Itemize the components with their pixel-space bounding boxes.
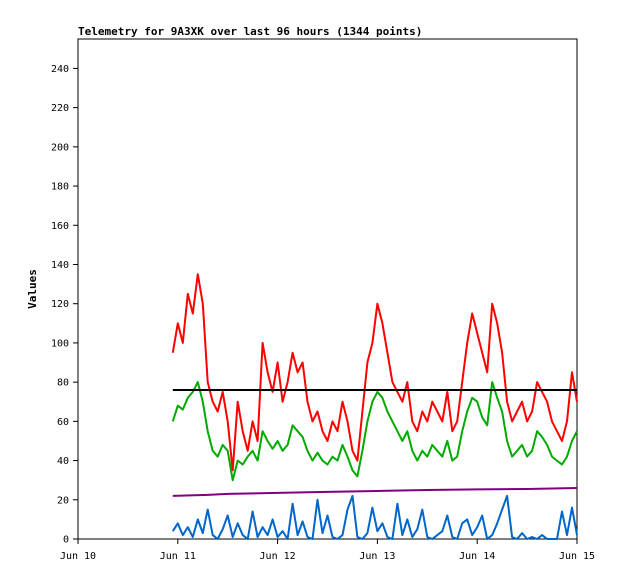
y-tick-label: 220 — [51, 103, 69, 114]
y-tick-label: 120 — [51, 299, 69, 310]
y-tick-label: 40 — [57, 456, 69, 467]
y-tick-label: 140 — [51, 260, 69, 271]
series-layer — [171, 273, 578, 540]
y-axis-label: Values — [26, 269, 39, 309]
y-tick-label: 100 — [51, 338, 69, 349]
x-tick-label: Jun 14 — [459, 551, 495, 562]
series-line-0 — [171, 273, 578, 472]
y-tick-label: 200 — [51, 142, 69, 153]
x-tick-label: Jun 15 — [559, 551, 595, 562]
y-tick-label: 20 — [57, 495, 69, 506]
chart-title: Telemetry for 9A3XK over last 96 hours (… — [78, 25, 422, 38]
y-tick-label: 160 — [51, 221, 69, 232]
y-tick-label: 0 — [63, 535, 69, 546]
y-tick-label: 60 — [57, 417, 69, 428]
y-tick-label: 80 — [57, 378, 69, 389]
y-axis-ticks: 0 20 40 60 80 100 120 140 160 180 200 220 240 — [51, 64, 78, 546]
x-tick-label: Jun 13 — [359, 551, 395, 562]
y-tick-label: 240 — [51, 64, 69, 75]
x-tick-label: Jun 12 — [260, 551, 296, 562]
x-tick-label: Jun 10 — [60, 551, 96, 562]
series-line-4 — [171, 494, 578, 540]
y-tick-label: 180 — [51, 182, 69, 193]
x-axis-ticks: Jun 10 Jun 11 Jun 12 Jun 13 Jun 14 Jun 15 — [60, 539, 595, 562]
x-tick-label: Jun 11 — [160, 551, 196, 562]
series-line-1 — [171, 381, 578, 482]
series-line-3 — [172, 487, 578, 497]
plot-frame — [77, 38, 578, 540]
